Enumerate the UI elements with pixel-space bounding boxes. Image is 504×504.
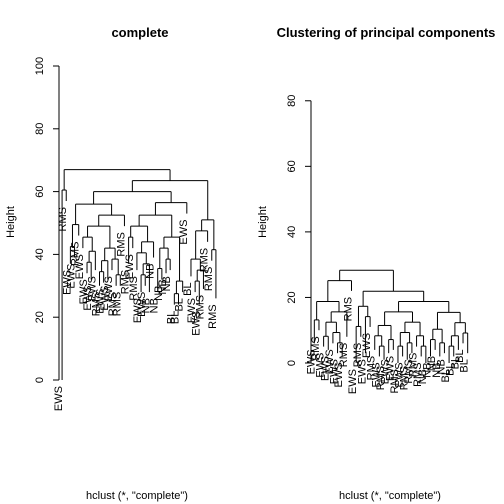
- leaf-label: RMS: [70, 242, 82, 266]
- leaf-label: EWS: [74, 254, 86, 279]
- leaf-label: BL: [165, 311, 177, 324]
- right-dendrogram: EWSRMSEWSEWSEWSEWSEWSRMSRMSEWSRMSEWSEWSR…: [305, 269, 471, 394]
- leaf-label: EWS: [61, 270, 73, 295]
- leaf-label: EWS: [132, 298, 144, 323]
- leaf-label: NB: [422, 362, 434, 377]
- left-dendrogram: EWSRMSEWSEWSRMSEWSEWSEWSEWSRMSEWSEWSEWSR…: [53, 169, 219, 411]
- right-y-axis: 0 20 40 60 80: [286, 95, 312, 366]
- y-tick-label: 100: [34, 57, 46, 75]
- leaf-label: NB: [431, 362, 443, 377]
- leaf-label: RMS: [412, 362, 424, 386]
- leaf-label: NB: [140, 298, 152, 313]
- leaf-label: EWS: [95, 289, 107, 314]
- leaf-label: RMS: [199, 248, 211, 272]
- leaf-label: RMS: [408, 353, 420, 377]
- leaf-label: EWS: [178, 220, 190, 245]
- leaf-label: RMS: [107, 292, 119, 316]
- leaf-label: BL: [182, 282, 194, 295]
- leaf-label: RMS: [207, 304, 219, 328]
- leaf-label: EWS: [78, 279, 90, 304]
- leaf-label: NB: [153, 286, 165, 301]
- leaf-label: NB: [417, 369, 429, 384]
- y-tick-label: 40: [34, 248, 46, 260]
- leaf-label: EWS: [370, 362, 382, 387]
- y-tick-label: 20: [34, 311, 46, 323]
- leaf-label: RMS: [111, 292, 123, 316]
- leaf-label: RMS: [120, 270, 132, 294]
- leaf-label: EWS: [66, 264, 78, 289]
- y-tick-label: 60: [34, 185, 46, 197]
- y-tick-label: 40: [286, 226, 298, 238]
- leaf-label: RMS: [352, 343, 364, 367]
- leaf-label: BL: [440, 369, 452, 382]
- leaf-label: EWS: [86, 276, 98, 301]
- leaf-label: EWS: [124, 254, 136, 279]
- leaf-label: EWS: [319, 356, 331, 381]
- leaf-label: EWS: [136, 292, 148, 317]
- y-tick-label: 0: [286, 360, 298, 366]
- leaf-label: EWS: [384, 356, 396, 381]
- leaf-label: EWS: [356, 359, 368, 384]
- leaf-label: EWS: [190, 311, 202, 336]
- leaf-label: BL: [459, 359, 471, 372]
- leaf-label: RMS: [310, 336, 322, 360]
- leaf-label: EWS: [361, 333, 373, 358]
- leaf-label: BL: [170, 311, 182, 324]
- leaf-label: BL: [454, 349, 466, 362]
- leaf-label: RMS: [366, 356, 378, 380]
- left-xlabel: hclust (*, "complete"): [86, 490, 188, 502]
- y-tick-label: 60: [286, 160, 298, 172]
- leaf-label: EWS: [315, 353, 327, 378]
- leaf-label: EWS: [324, 349, 336, 374]
- leaf-label: EWS: [333, 362, 345, 387]
- leaf-label: RMS: [343, 297, 355, 321]
- leaf-label: EWS: [329, 359, 341, 384]
- leaf-label: NB: [161, 276, 173, 291]
- y-tick-label: 80: [286, 95, 298, 107]
- leaf-label: NB: [157, 279, 169, 294]
- leaf-label: NB: [149, 298, 161, 313]
- leaf-label: RMS: [398, 366, 410, 390]
- leaf-label: EWS: [103, 276, 115, 301]
- left-title: complete: [111, 25, 168, 40]
- left-ylabel: Height: [5, 206, 17, 238]
- leaf-label: RMS: [403, 359, 415, 383]
- leaf-label: RMS: [338, 343, 350, 367]
- leaf-label: EWS: [82, 286, 94, 311]
- leaf-label: BL: [445, 362, 457, 375]
- y-tick-label: 0: [34, 377, 46, 383]
- leaf-label: EWS: [380, 359, 392, 384]
- leaf-label: EWS: [394, 362, 406, 387]
- leaf-label: RMS: [57, 207, 69, 231]
- leaf-label: RMS: [389, 369, 401, 393]
- leaf-label: RMS: [203, 267, 215, 291]
- leaf-label: NB: [435, 359, 447, 374]
- y-tick-label: 20: [286, 291, 298, 303]
- leaf-label: BL: [174, 298, 186, 311]
- right-title: Clustering of principal components: [277, 25, 496, 40]
- y-tick-label: 80: [34, 123, 46, 135]
- left-y-axis: 0 20 40 60 80 100: [34, 57, 60, 383]
- leaf-label: EWS: [186, 298, 198, 323]
- leaf-label: EWS: [99, 286, 111, 311]
- leaf-label: RMS: [375, 366, 387, 390]
- leaf-label: EWS: [53, 386, 65, 411]
- leaf-label: EWS: [347, 369, 359, 394]
- right-xlabel: hclust (*, "complete"): [339, 490, 441, 502]
- leaf-label: RMS: [194, 295, 206, 319]
- leaf-label: NB: [426, 356, 438, 371]
- leaf-label: RMS: [115, 232, 127, 256]
- leaf-label: BL: [449, 356, 461, 369]
- leaf-label: RMS: [91, 292, 103, 316]
- leaf-label: RMS: [128, 276, 140, 300]
- right-ylabel: Height: [257, 206, 269, 238]
- leaf-label: NB: [145, 264, 157, 279]
- leaf-label: EWS: [305, 349, 317, 374]
